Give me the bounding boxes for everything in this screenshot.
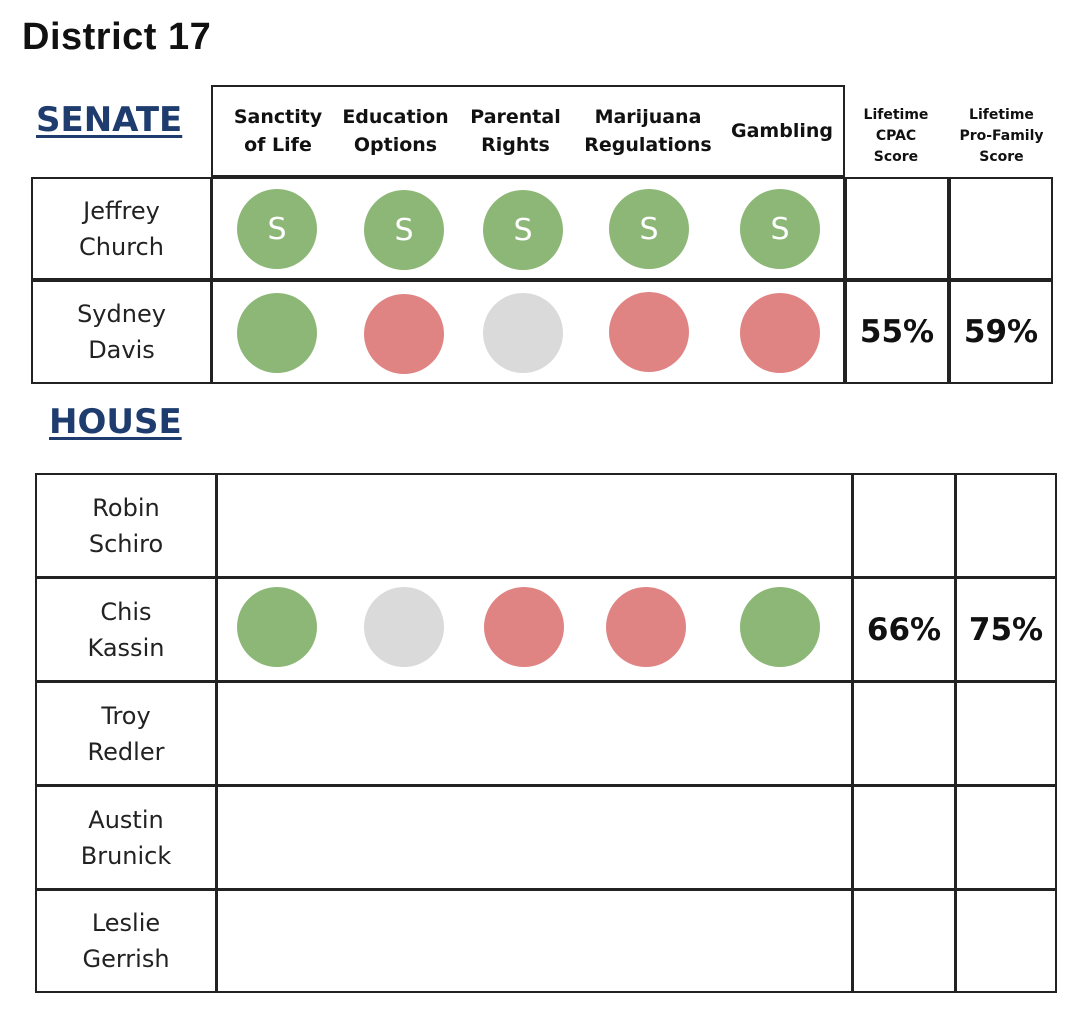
house-votes-row-3 (216, 681, 853, 786)
vote-indicator (364, 587, 444, 667)
candidate-last-name: Gerrish (82, 945, 170, 973)
candidate-first-name: Jeffrey (83, 196, 160, 225)
house-cpac-score-3 (852, 681, 956, 786)
vote-indicator (237, 587, 317, 667)
vote-indicator (740, 293, 820, 373)
issue-label: Parental Rights (470, 106, 561, 156)
senate-cpac-score-1 (845, 177, 949, 280)
house-votes-row-5 (216, 889, 853, 993)
issue-label: Education Options (342, 106, 449, 156)
house-candidate-name-5: Leslie Gerrish (35, 889, 217, 993)
senate-profamily-score-1 (949, 177, 1053, 280)
house-votes-row-4 (216, 785, 853, 890)
candidate-first-name: Chis (100, 597, 152, 626)
candidate-first-name: Troy (101, 701, 151, 730)
vote-indicator: S (364, 190, 444, 270)
cpac-score-header: Lifetime CPAC Score (845, 100, 947, 172)
senate-cpac-score-2: 55% (845, 280, 949, 384)
senate-candidate-name-2: Sydney Davis (31, 280, 212, 384)
senate-candidate-name-1: Jeffrey Church (31, 177, 212, 280)
vote-indicator: S (483, 190, 563, 270)
house-profamily-score-2: 75% (955, 577, 1057, 682)
cpac-header-label: Lifetime CPAC Score (863, 106, 929, 165)
vote-indicator: S (237, 189, 317, 269)
house-candidate-name-4: Austin Brunick (35, 785, 217, 890)
house-votes-row-2 (216, 577, 853, 682)
vote-indicator (237, 293, 317, 373)
issue-header-row: Sanctity of Life Education Options Parenta… (211, 85, 845, 177)
house-profamily-score-4 (955, 785, 1057, 890)
candidate-first-name: Austin (88, 805, 164, 834)
candidate-first-name: Sydney (77, 300, 166, 328)
issue-label: Gambling (731, 120, 833, 142)
house-votes-row-1 (216, 473, 853, 578)
vote-indicator (364, 294, 444, 374)
house-candidate-name-2: Chis Kassin (35, 577, 217, 682)
vote-indicator (609, 292, 689, 372)
issue-label: Marijuana Regulations (584, 106, 712, 156)
vote-indicator (483, 293, 563, 373)
house-profamily-score-3 (955, 681, 1057, 786)
issue-header-sanctity: Sanctity of Life (213, 87, 343, 175)
candidate-last-name: Brunick (80, 841, 172, 870)
house-cpac-score-2: 66% (852, 577, 956, 682)
candidate-last-name: Davis (88, 336, 155, 364)
candidate-last-name: Church (79, 232, 164, 261)
vote-indicator: S (740, 189, 820, 269)
profamily-header-label: Lifetime Pro-Family Score (959, 106, 1044, 165)
issue-header-education: Education Options (338, 87, 453, 175)
candidate-first-name: Robin (92, 493, 160, 522)
vote-indicator: S (609, 189, 689, 269)
candidate-last-name: Schiro (88, 529, 164, 558)
house-cpac-score-1 (852, 473, 956, 578)
house-profamily-score-1 (955, 473, 1057, 578)
vote-indicator (484, 587, 564, 667)
page-title: District 17 (22, 16, 212, 58)
candidate-last-name: Kassin (87, 633, 165, 662)
house-heading: HOUSE (49, 402, 182, 442)
issue-header-gambling: Gambling (723, 87, 841, 175)
candidate-last-name: Redler (87, 737, 165, 766)
issue-header-parental: Parental Rights (458, 87, 573, 175)
vote-indicator (606, 587, 686, 667)
vote-indicator (740, 587, 820, 667)
issue-label: Sanctity of Life (233, 106, 323, 156)
senate-votes-row-2 (211, 280, 845, 384)
house-candidate-name-3: Troy Redler (35, 681, 217, 786)
senate-profamily-score-2: 59% (949, 280, 1053, 384)
house-profamily-score-5 (955, 889, 1057, 993)
senate-heading: SENATE (36, 100, 183, 140)
house-cpac-score-4 (852, 785, 956, 890)
profamily-score-header: Lifetime Pro-Family Score (950, 100, 1053, 172)
senate-votes-row-1: S S S S S (211, 177, 845, 280)
house-cpac-score-5 (852, 889, 956, 993)
house-candidate-name-1: Robin Schiro (35, 473, 217, 578)
candidate-first-name: Leslie (91, 909, 161, 937)
issue-header-marijuana: Marijuana Regulations (578, 87, 718, 175)
